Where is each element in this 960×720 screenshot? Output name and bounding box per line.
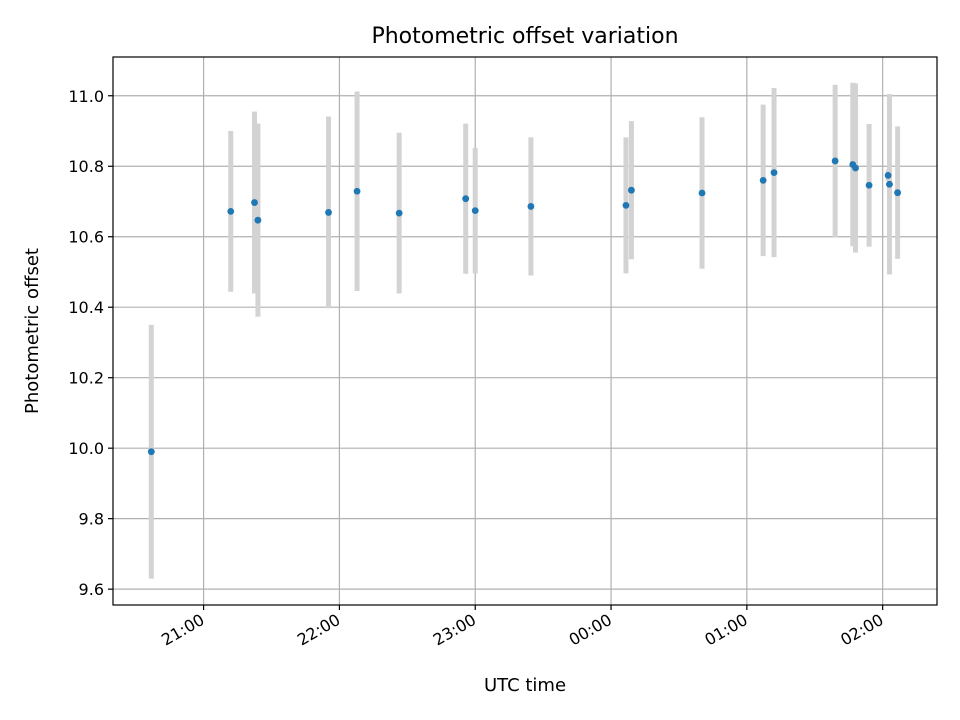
data-point xyxy=(325,209,332,216)
data-point xyxy=(865,181,873,189)
data-point xyxy=(251,199,258,206)
y-tick-label: 9.6 xyxy=(79,580,104,599)
y-tick-label: 9.8 xyxy=(79,510,104,529)
data-point xyxy=(894,189,902,197)
data-point xyxy=(527,203,535,210)
data-point xyxy=(886,180,893,188)
y-axis: 9.6 9.8 10.0 10.2 10.4 10.6 10.8 11.0 xyxy=(68,87,113,599)
chart-title: Photometric offset variation xyxy=(371,24,678,49)
y-tick-label: 10.6 xyxy=(68,228,104,247)
data-point xyxy=(884,172,892,179)
data-point xyxy=(759,176,767,184)
data-point xyxy=(462,195,470,203)
y-tick-label: 10.8 xyxy=(68,157,104,176)
data-point xyxy=(831,157,839,165)
data-point xyxy=(770,169,778,176)
data-point xyxy=(622,201,630,209)
data-point xyxy=(471,207,479,215)
data-point xyxy=(353,187,361,195)
data-point xyxy=(852,164,859,172)
y-tick-label: 11.0 xyxy=(68,87,104,106)
y-tick-label: 10.0 xyxy=(68,439,104,458)
y-tick-label: 10.2 xyxy=(68,369,104,388)
y-tick-label: 10.4 xyxy=(68,298,104,317)
y-axis-label: Photometric offset xyxy=(22,248,43,414)
data-point xyxy=(628,186,635,194)
x-axis-label: UTC time xyxy=(484,675,566,696)
data-point xyxy=(395,209,403,217)
data-points xyxy=(147,157,902,456)
data-point xyxy=(147,448,155,456)
data-point xyxy=(254,216,262,224)
data-point xyxy=(227,207,235,215)
plot-frame xyxy=(112,56,938,606)
data-point xyxy=(698,189,706,197)
